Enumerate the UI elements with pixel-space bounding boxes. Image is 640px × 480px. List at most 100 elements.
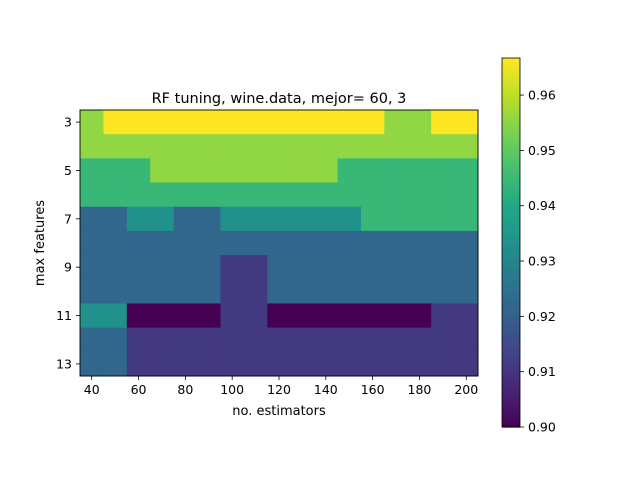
heatmap-cell [360, 182, 385, 208]
colorbar-segment [502, 116, 520, 121]
heatmap-cell [197, 351, 221, 377]
heatmap-cell [150, 255, 175, 280]
heatmap-cell [197, 134, 221, 159]
heatmap-cell [360, 134, 385, 159]
colorbar-segment [502, 125, 520, 130]
x-tick-label: 100 [220, 382, 244, 397]
x-tick-label: 60 [131, 382, 147, 397]
colorbar-segment [502, 208, 520, 213]
colorbar-segment [502, 220, 520, 225]
heatmap-cell [197, 206, 221, 232]
heatmap-cell [267, 351, 292, 377]
heatmap-cell [150, 279, 175, 304]
heatmap-cell [267, 279, 292, 304]
heatmap-cell [80, 182, 104, 208]
colorbar-segment [502, 224, 520, 228]
colorbar-segment [502, 396, 520, 400]
heatmap-cell [337, 206, 362, 232]
heatmap-cell [126, 351, 151, 377]
colorbar-segment [502, 242, 520, 247]
heatmap-cell [103, 206, 128, 232]
colorbar-tick-label: 0.90 [528, 420, 556, 435]
heatmap-cell [80, 351, 104, 377]
heatmap-cell [150, 134, 175, 159]
heatmap-cell [243, 351, 268, 377]
heatmap-cell [337, 279, 362, 304]
heatmap-cell [290, 182, 315, 208]
heatmap-cell [384, 279, 409, 304]
heatmap-cell [220, 303, 245, 329]
heatmap-cell [337, 110, 362, 135]
colorbar-segment [502, 153, 520, 157]
colorbar-segment [502, 97, 520, 102]
heatmap-cell [360, 110, 385, 135]
heatmap-cell [384, 230, 409, 256]
x-tick-label: 120 [267, 382, 291, 397]
colorbar-segment [502, 291, 520, 296]
heatmap-cell [314, 255, 339, 280]
heatmap-cell [454, 134, 479, 159]
heatmap-cell [197, 327, 221, 353]
colorbar-segment [502, 313, 520, 317]
colorbar-segment [502, 316, 520, 320]
colorbar-segment [502, 150, 520, 154]
heatmap-cell [407, 303, 432, 329]
heatmap-cell [80, 279, 104, 304]
colorbar-segment [502, 260, 520, 265]
heatmap-cell [431, 206, 456, 232]
colorbar-segment [502, 245, 520, 250]
colorbar-segment [502, 411, 520, 416]
colorbar-segment [502, 297, 520, 302]
heatmap-cell [173, 351, 198, 377]
heatmap-cell [337, 134, 362, 159]
colorbar-segment [502, 304, 520, 308]
heatmap-cell [267, 182, 292, 208]
heatmap-cell [103, 134, 128, 159]
heatmap-cell [267, 255, 292, 280]
x-tick-label: 40 [84, 382, 100, 397]
heatmap-cell [454, 279, 479, 304]
colorbar-segment [502, 310, 520, 314]
heatmap-cell [126, 279, 151, 304]
colorbar-segment [502, 137, 520, 142]
heatmap-cell [431, 303, 456, 329]
colorbar-segment [502, 147, 520, 151]
heatmap-cell [80, 206, 104, 232]
heatmap-cell [173, 134, 198, 159]
heatmap-cell [173, 158, 198, 184]
colorbar-segment [502, 356, 520, 360]
y-axis-label: max features [33, 200, 48, 286]
heatmap-cell [454, 303, 479, 329]
heatmap-cell [173, 110, 198, 135]
x-tick-label: 200 [454, 382, 478, 397]
colorbar-segment [502, 190, 520, 194]
heatmap-cell [150, 182, 175, 208]
colorbar-segment [502, 141, 520, 145]
colorbar-segment [502, 319, 520, 324]
colorbar-segment [502, 67, 520, 71]
colorbar-segment [502, 79, 520, 84]
colorbar-segment [502, 128, 520, 133]
colorbar-segment [502, 187, 520, 191]
heatmap-cell [360, 303, 385, 329]
colorbar-segment [502, 205, 520, 210]
heatmap-cell [197, 230, 221, 256]
heatmap-cell [243, 158, 268, 184]
heatmap-cell [267, 230, 292, 256]
heatmap-cell [337, 230, 362, 256]
heatmap-cell [384, 110, 409, 135]
colorbar-segment [502, 347, 520, 351]
colorbar-segment [502, 101, 520, 105]
colorbar-segment [502, 399, 520, 403]
heatmap-cell [80, 110, 104, 135]
heatmap-cell [384, 303, 409, 329]
heatmap-cell [220, 182, 245, 208]
heatmap-cell [384, 158, 409, 184]
heatmap-cell [80, 230, 104, 256]
heatmap-cell [150, 158, 175, 184]
heatmap-cell [103, 182, 128, 208]
colorbar-segment [502, 58, 520, 62]
heatmap-cell [243, 110, 268, 135]
heatmap-cell [126, 206, 151, 232]
